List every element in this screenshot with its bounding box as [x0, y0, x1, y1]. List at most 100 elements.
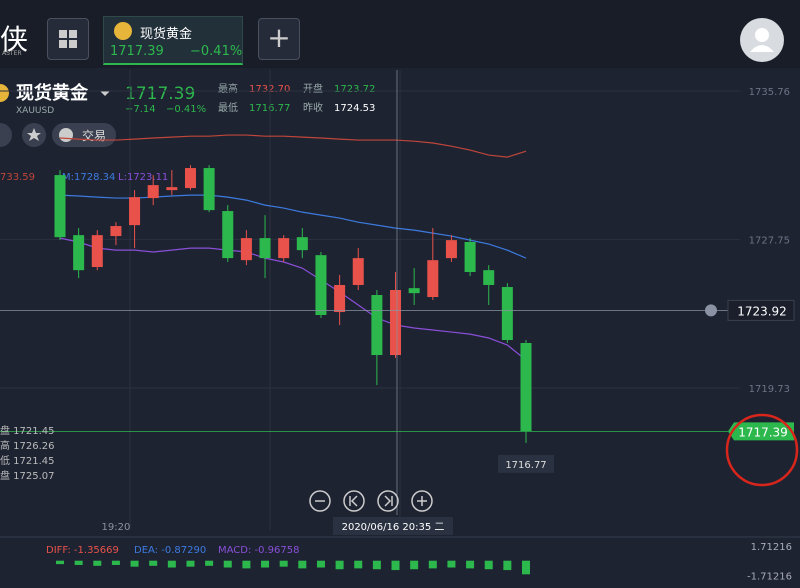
ohlc-legend: 盘 1721.45 [0, 424, 55, 437]
macd-bar [316, 560, 325, 568]
legend-entry: M:1728.34 [62, 172, 115, 183]
macd-bar [298, 560, 307, 569]
prev[interactable] [343, 490, 365, 512]
tab-name: 现货黄金 [140, 27, 193, 42]
trade-icon [59, 128, 73, 142]
candle-body [184, 168, 196, 189]
label: 最高 [218, 82, 238, 95]
tab-change: −0.41% [190, 44, 243, 59]
grid-button[interactable] [47, 18, 89, 60]
macd-tick-label: 1.71216 [751, 542, 792, 553]
dropdown[interactable] [100, 91, 110, 96]
quote-prev: 1724.53 [334, 103, 375, 114]
macd-bar [503, 560, 512, 571]
candle-body [445, 240, 457, 259]
candle-body [315, 255, 327, 316]
icon [417, 496, 427, 506]
candle-body [483, 270, 495, 285]
quote-open: 1723.72 [334, 84, 375, 95]
candle-body [54, 175, 66, 238]
min-box [498, 454, 554, 473]
candle-body [110, 226, 122, 237]
avatar-icon [750, 28, 774, 52]
candle-body [222, 211, 234, 259]
legend-entry: 733.59 [0, 172, 35, 183]
highlight-circle [725, 413, 799, 487]
x-tick-label: 19:20 [102, 522, 131, 533]
avatar[interactable] [740, 18, 784, 62]
chart: 现货黄金 XAUUSD 1717.39 −7.14 −0.41% 最高 1732… [0, 68, 800, 588]
logo-sub: ASTER [2, 50, 22, 57]
trade-label: 交易 [82, 128, 106, 143]
macd-bar [428, 560, 437, 569]
y-tick-label: 1735.76 [749, 87, 790, 98]
macd-bar [149, 560, 158, 566]
nav-controls [309, 490, 433, 512]
gold-dot [0, 84, 9, 102]
bell [705, 304, 717, 317]
legend-entry: L:1723.11 [118, 172, 168, 183]
macd-bar [410, 560, 419, 570]
macd-bar [130, 560, 139, 567]
macd-bar [56, 560, 64, 565]
candle-body [520, 343, 532, 432]
candle-body [390, 289, 402, 356]
tool-button[interactable] [0, 123, 12, 147]
quote-name: 现货黄金 [16, 82, 89, 104]
y-tick-label: 1727.75 [749, 235, 790, 246]
candle-body [129, 197, 141, 226]
label: 昨收 [303, 101, 323, 114]
label: 最低 [218, 101, 238, 114]
crosshair-box [727, 299, 795, 321]
symbol-tab[interactable]: 现货黄金 1717.39 −0.41% [103, 16, 243, 65]
last-price-label: 1717.39 [738, 425, 788, 439]
candle-body [147, 185, 159, 199]
candle-body [352, 258, 364, 285]
macd-bar [93, 560, 102, 566]
macd-bar [391, 560, 400, 571]
macd-label: MACD: -0.96758 [218, 545, 299, 556]
crosshair-label: 1723.92 [737, 304, 787, 318]
macd-bar [335, 560, 344, 570]
quote-change-pct: −0.41% [166, 104, 206, 115]
candle-body [259, 238, 271, 259]
ohlc-legend: 低 1721.45 [0, 454, 55, 467]
logo: 侠 [0, 23, 29, 56]
macd-bar [205, 560, 214, 566]
top-bar: 侠 ASTER 现货黄金 1717.39 −0.41% + [0, 0, 800, 68]
zoom-out[interactable] [309, 490, 331, 512]
quote-price: 1717.39 [125, 84, 195, 104]
zoom-in[interactable] [411, 490, 433, 512]
candle-body [240, 238, 252, 261]
last-price-box [728, 422, 794, 441]
ohlc-legend: 高 1726.26 [0, 439, 55, 452]
label: 开盘 [303, 82, 323, 95]
candle-body [203, 168, 215, 211]
candle-body [371, 295, 383, 356]
macd-bar [167, 560, 176, 568]
macd-bar [466, 560, 475, 569]
macd-bar [372, 560, 381, 570]
candle-body [427, 260, 439, 298]
macd-bar [111, 560, 120, 565]
star [27, 128, 41, 141]
macd-tick-label: -1.71216 [747, 571, 792, 582]
add-button[interactable]: + [258, 18, 300, 60]
candle-body [278, 238, 290, 259]
macd-bar [261, 560, 270, 568]
grid-icon [59, 30, 77, 48]
icon [349, 495, 358, 507]
next[interactable] [377, 490, 399, 512]
quote-change: −7.14 [125, 104, 156, 115]
tab-price: 1717.39 [110, 44, 164, 59]
min-label: 1716.77 [505, 460, 546, 471]
macd-bar [354, 560, 363, 569]
macd-bar [522, 560, 530, 575]
candle-body [73, 235, 85, 271]
macd-bar [186, 560, 195, 567]
macd-label: DIFF: -1.35669 [46, 545, 119, 556]
macd-bar [484, 560, 493, 570]
ohlc-legend: 盘 1725.07 [0, 469, 55, 482]
candle-body [166, 187, 178, 191]
